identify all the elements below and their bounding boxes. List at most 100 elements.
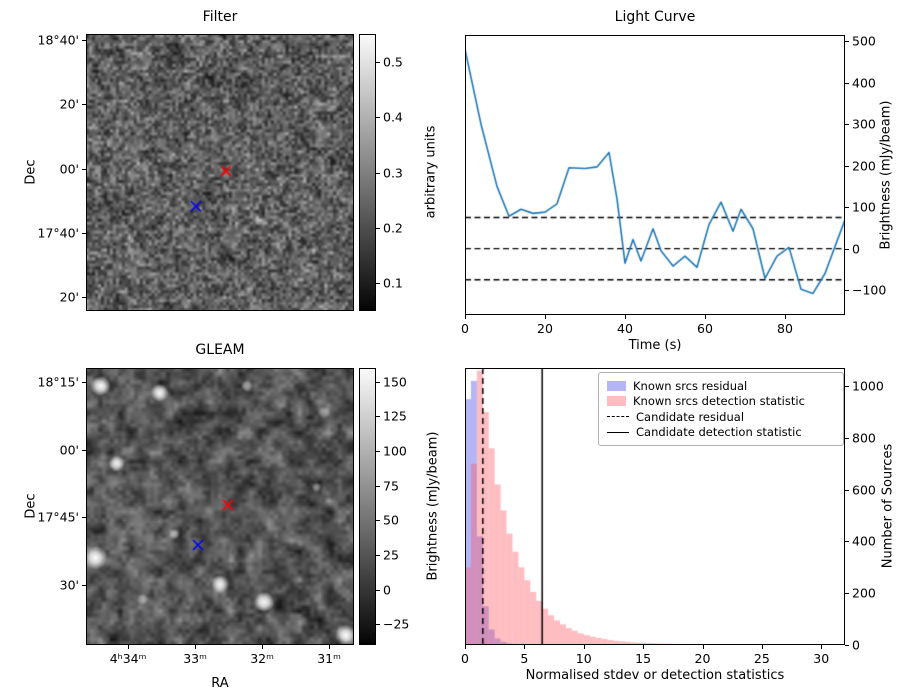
tick-mark [845, 248, 849, 250]
tick-label: 20 [537, 321, 553, 336]
tick-mark [705, 315, 706, 319]
tick-mark [82, 449, 86, 451]
tick-mark [376, 117, 380, 119]
tick-label: 30' [59, 577, 79, 593]
legend-swatch-known-residual [607, 380, 626, 391]
filter-image-canvas [86, 34, 354, 311]
tick-label: 25 [383, 547, 399, 563]
tick-label: 30 [813, 651, 830, 666]
tick-mark [845, 82, 849, 84]
tick-label: 0.4 [383, 109, 403, 125]
tick-label: 200 [852, 585, 876, 601]
tick-label: −100 [852, 282, 887, 298]
tick-mark [524, 645, 526, 649]
tick-label: 0.2 [383, 220, 403, 236]
filter-title: Filter [202, 9, 238, 25]
tick-label: 600 [852, 482, 876, 498]
tick-mark [845, 41, 849, 43]
tick-label: 17°40' [37, 225, 80, 241]
tick-mark [643, 645, 645, 649]
tick-label: 18°15' [37, 374, 80, 390]
tick-label: 40 [617, 321, 633, 336]
light-curve-y-axis-label: Brightness (mJy/beam) [878, 100, 894, 250]
histogram-x-axis-label: Normalised stdev or detection statistics [525, 668, 785, 683]
tick-label: 17°45' [37, 509, 80, 525]
tick-label: 31ᵐ [317, 651, 341, 666]
tick-mark [845, 386, 849, 388]
tick-label: 0.5 [383, 54, 403, 70]
tick-mark [845, 489, 849, 491]
filter-colorbar [359, 34, 376, 311]
tick-mark [82, 584, 86, 586]
tick-label: 0 [383, 582, 391, 598]
tick-mark [82, 40, 86, 42]
tick-label: 5 [520, 651, 529, 666]
gleam-image-canvas [86, 368, 354, 645]
tick-mark [82, 381, 86, 383]
tick-label: 50 [383, 512, 399, 528]
tick-mark [845, 437, 849, 439]
tick-mark [465, 315, 466, 319]
light-curve-plot-canvas [465, 35, 845, 315]
tick-mark [376, 520, 380, 522]
tick-mark [376, 485, 380, 487]
tick-mark [845, 165, 849, 167]
tick-label: 0 [852, 241, 860, 257]
legend-swatch-solid-line [607, 431, 629, 433]
tick-label: 4ʰ34ᵐ [109, 651, 147, 666]
tick-mark [821, 645, 823, 649]
tick-label: 150 [383, 374, 407, 390]
tick-label: 20' [59, 289, 79, 305]
tick-mark [845, 645, 849, 646]
legend-label-candidate-residual: Candidate residual [636, 409, 745, 424]
tick-mark [376, 451, 380, 453]
tick-mark [128, 645, 130, 649]
tick-mark [376, 381, 380, 383]
tick-mark [195, 645, 197, 649]
tick-label: 125 [383, 408, 407, 424]
tick-label: −25 [383, 616, 410, 632]
tick-mark [845, 207, 849, 209]
tick-mark [376, 172, 380, 174]
legend-item-known-detstat: Known srcs detection statistic [607, 394, 835, 410]
gleam-y-axis-label: Dec [23, 493, 39, 519]
tick-label: 20' [59, 96, 79, 112]
tick-mark [785, 315, 786, 319]
tick-label: 800 [852, 430, 876, 446]
tick-label: 200 [852, 158, 876, 174]
tick-mark [376, 61, 380, 63]
legend-swatch-known-detstat [607, 396, 626, 407]
tick-mark [465, 645, 466, 649]
gleam-x-axis-label: RA [211, 676, 229, 691]
tick-label: 100 [383, 443, 407, 459]
tick-label: 100 [852, 199, 876, 215]
gleam-colorbar [359, 368, 376, 645]
legend-label-known-detstat: Known srcs detection statistic [633, 394, 805, 409]
legend-item-candidate-residual: Candidate residual [607, 409, 835, 425]
tick-mark [545, 315, 546, 319]
tick-label: 75 [383, 478, 399, 494]
tick-label: 1000 [852, 378, 884, 394]
tick-mark [625, 315, 626, 319]
filter-y-axis-label: Dec [23, 159, 39, 185]
tick-mark [376, 624, 380, 626]
gleam-title: GLEAM [195, 342, 245, 358]
tick-mark [82, 168, 86, 170]
tick-label: 0 [461, 321, 469, 336]
tick-label: 25 [753, 651, 770, 666]
tick-label: 500 [852, 33, 876, 49]
tick-label: 00' [59, 161, 79, 177]
light-curve-title: Light Curve [614, 9, 696, 25]
tick-label: 0 [852, 637, 860, 653]
tick-label: 0.3 [383, 165, 403, 180]
light-curve-x-axis-label: Time (s) [628, 338, 682, 353]
tick-label: 00' [59, 442, 79, 458]
tick-label: 15 [635, 651, 652, 666]
tick-mark [82, 232, 86, 234]
legend-item-known-residual: Known srcs residual [607, 378, 835, 394]
tick-mark [845, 290, 849, 292]
gleam-colorbar-label: Brightness (mJy/beam) [425, 431, 441, 581]
legend-label-candidate-detstat: Candidate detection statistic [636, 425, 802, 440]
tick-label: 18°40' [37, 32, 80, 48]
